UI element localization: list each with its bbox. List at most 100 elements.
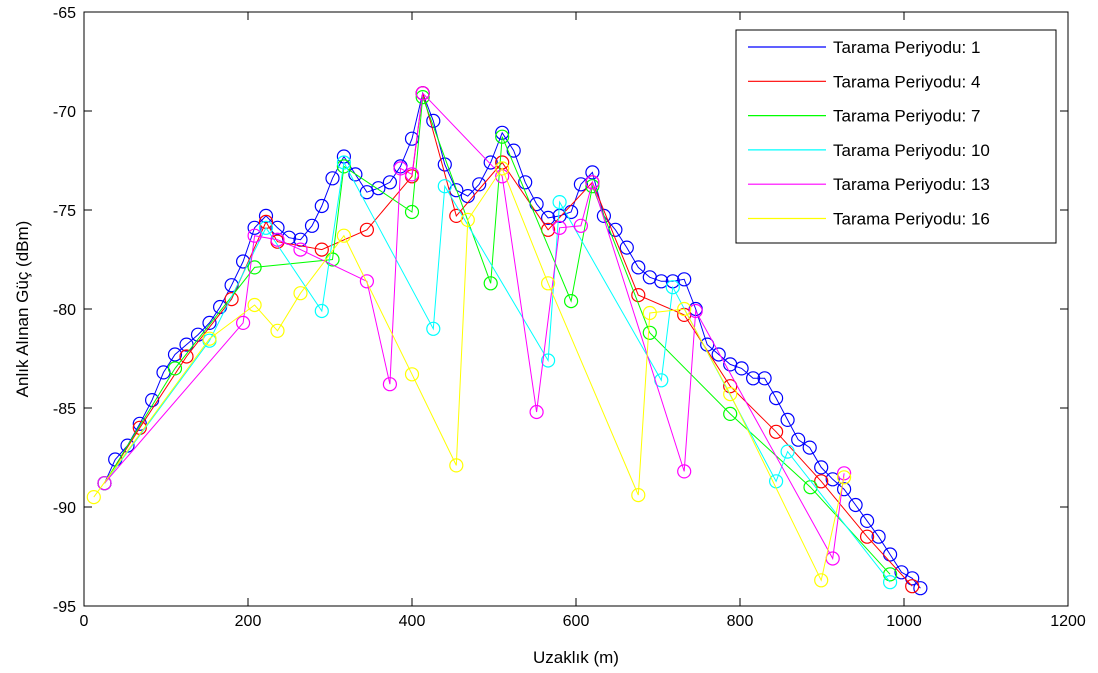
series-line bbox=[104, 91, 921, 589]
data-point bbox=[631, 288, 646, 303]
data-point bbox=[608, 222, 623, 237]
data-point bbox=[97, 476, 112, 491]
y-tick-label: -70 bbox=[53, 104, 76, 121]
y-axis-label: Anlık Alınan Güç (dBm) bbox=[13, 221, 32, 398]
y-tick-label: -90 bbox=[53, 500, 76, 517]
data-point bbox=[224, 292, 239, 307]
y-tick-label: -95 bbox=[53, 599, 76, 616]
data-point bbox=[304, 218, 320, 233]
data-point bbox=[552, 195, 567, 210]
data-point bbox=[437, 179, 452, 194]
y-tick-label: -85 bbox=[53, 401, 76, 418]
data-point bbox=[404, 367, 420, 382]
series-line bbox=[104, 160, 891, 583]
data-point bbox=[415, 86, 430, 101]
data-point bbox=[247, 228, 262, 243]
data-point bbox=[495, 129, 510, 144]
data-point bbox=[814, 474, 829, 489]
data-point bbox=[665, 280, 680, 295]
data-point bbox=[179, 337, 194, 352]
data-point bbox=[573, 177, 589, 192]
data-point bbox=[336, 155, 351, 170]
data-point bbox=[382, 377, 397, 392]
data-point bbox=[585, 179, 600, 194]
data-point bbox=[552, 220, 567, 235]
data-point bbox=[179, 349, 194, 364]
data-point bbox=[86, 490, 101, 505]
data-point bbox=[905, 571, 920, 586]
data-point bbox=[563, 294, 579, 309]
data-point bbox=[472, 177, 487, 192]
legend-label: Tarama Periyodu: 13 bbox=[833, 175, 990, 194]
data-point bbox=[247, 297, 262, 313]
data-point bbox=[506, 143, 521, 158]
data-point bbox=[236, 315, 251, 330]
data-point bbox=[882, 575, 898, 590]
series-line bbox=[104, 96, 891, 575]
data-point bbox=[247, 220, 262, 235]
x-tick-label: 800 bbox=[727, 613, 754, 630]
data-point bbox=[905, 579, 920, 594]
data-point bbox=[688, 303, 703, 319]
x-tick-label: 600 bbox=[563, 613, 590, 630]
data-point bbox=[293, 286, 308, 301]
data-point bbox=[757, 371, 772, 386]
data-point bbox=[167, 347, 183, 362]
data-point bbox=[642, 325, 657, 340]
data-point bbox=[336, 228, 351, 243]
x-tick-label: 400 bbox=[399, 613, 426, 630]
data-point bbox=[293, 242, 308, 257]
data-point bbox=[495, 169, 510, 184]
data-point bbox=[426, 321, 441, 336]
data-point bbox=[745, 371, 761, 386]
data-point bbox=[711, 347, 726, 362]
series-layer bbox=[86, 86, 928, 596]
data-point bbox=[132, 416, 147, 431]
data-point bbox=[631, 488, 646, 503]
legend: Tarama Periyodu: 1 Tarama Periyodu: 4 Tara… bbox=[735, 29, 1057, 244]
data-point bbox=[768, 424, 784, 439]
data-point bbox=[314, 242, 329, 257]
data-point bbox=[495, 161, 510, 176]
legend-item: Tarama Periyodu: 13 bbox=[748, 175, 990, 194]
data-point bbox=[202, 331, 217, 346]
x-axis-label: Uzaklık (m) bbox=[533, 648, 619, 667]
data-point bbox=[483, 276, 498, 291]
data-point bbox=[654, 274, 669, 289]
data-point bbox=[359, 274, 374, 289]
data-point bbox=[677, 464, 692, 479]
data-point bbox=[415, 89, 430, 105]
data-point bbox=[894, 565, 909, 580]
data-point bbox=[836, 470, 852, 485]
data-point bbox=[247, 260, 262, 275]
legend-label: Tarama Periyodu: 4 bbox=[833, 72, 980, 91]
data-point bbox=[270, 232, 285, 247]
x-tick-label: 200 bbox=[235, 613, 262, 630]
data-point bbox=[723, 387, 738, 402]
legend-item: Tarama Periyodu: 4 bbox=[748, 72, 980, 91]
data-point bbox=[825, 472, 840, 487]
data-point bbox=[258, 220, 274, 235]
legend-label: Tarama Periyodu: 10 bbox=[833, 141, 990, 160]
data-point bbox=[518, 175, 533, 190]
data-point bbox=[393, 161, 408, 176]
y-axis: -95 -90 -85 -80 -75 -70 -65 bbox=[53, 5, 1068, 616]
data-point bbox=[540, 210, 556, 225]
data-point bbox=[540, 276, 556, 291]
data-point bbox=[677, 272, 692, 287]
legend-label: Tarama Periyodu: 16 bbox=[833, 210, 990, 229]
data-point bbox=[460, 212, 475, 227]
legend-item: Tarama Periyodu: 10 bbox=[748, 141, 990, 160]
data-point bbox=[382, 175, 397, 190]
data-point bbox=[780, 412, 795, 427]
data-point bbox=[768, 391, 784, 406]
legend-label: Tarama Periyodu: 7 bbox=[833, 107, 980, 126]
data-point bbox=[371, 181, 386, 196]
data-point bbox=[791, 432, 806, 447]
series-5 bbox=[97, 86, 852, 566]
data-point bbox=[314, 198, 329, 214]
data-point bbox=[585, 175, 600, 190]
data-point bbox=[270, 323, 285, 338]
legend-label: Tarama Periyodu: 1 bbox=[833, 38, 980, 57]
